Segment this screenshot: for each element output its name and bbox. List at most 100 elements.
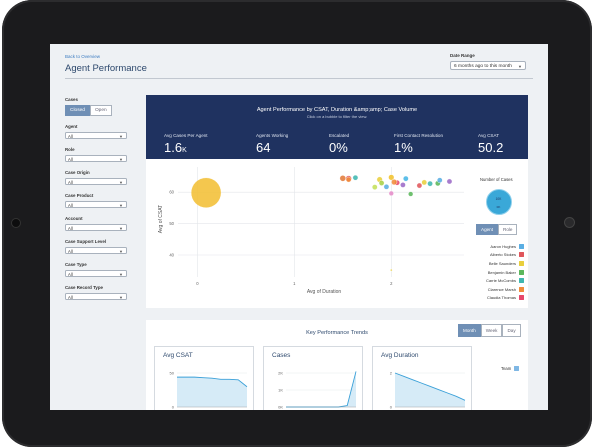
cases-open-toggle[interactable]: Open	[89, 105, 112, 116]
filter-case-record-type: Case Record Type All ▼	[65, 285, 129, 300]
x-tick-label: 1	[293, 281, 296, 286]
kpi-escalated: Escalated 0%	[329, 133, 349, 155]
filter-label: Agent	[65, 124, 78, 129]
period-month-toggle[interactable]: Month	[458, 324, 481, 337]
chevron-down-icon: ▼	[119, 157, 123, 162]
trend-y-tick: 1K	[278, 388, 283, 393]
trend-card-cases[interactable]: Cases 2K 1K 0K 2016	[263, 346, 363, 410]
agent-legend-item[interactable]: Clarence Marsh	[474, 285, 524, 294]
panel-subtitle: Click on a bubble to filter the view.	[306, 114, 368, 119]
bubble-point[interactable]	[372, 184, 378, 190]
bubble-point[interactable]	[403, 175, 409, 182]
back-to-overview-link[interactable]: Back to Overview	[65, 54, 101, 59]
agent-legend-item[interactable]: Belle Saunders	[474, 259, 524, 268]
trend-y-tick: 2	[390, 371, 393, 376]
date-range-label: Date Range	[450, 53, 475, 58]
agent-name: Carrie McCombs	[485, 278, 516, 284]
view-agent-toggle[interactable]: Agent	[476, 224, 499, 235]
filter-label: Role	[65, 147, 75, 152]
filter-case-product: Case Product All ▼	[65, 193, 129, 208]
filter-label: Account	[65, 216, 83, 221]
bubble-point[interactable]	[400, 182, 406, 188]
trend-area	[286, 371, 356, 407]
filter-agent: Agent All ▼	[65, 124, 129, 139]
home-button[interactable]	[564, 217, 575, 228]
agent-legend-item[interactable]: Claudia Thomas	[474, 294, 524, 303]
bubble-point[interactable]	[339, 175, 347, 182]
bubble-point[interactable]	[427, 180, 433, 187]
select-value: All	[68, 134, 73, 139]
trend-card-avg-duration[interactable]: Avg Duration 2 0 2016	[372, 346, 472, 410]
bubble-point[interactable]	[383, 184, 390, 190]
case-product-select[interactable]: All ▼	[65, 201, 127, 208]
title-divider	[65, 78, 533, 79]
bubble-point[interactable]	[391, 179, 398, 186]
agent-name: Belle Saunders	[488, 260, 516, 266]
period-week-toggle[interactable]: Week	[480, 324, 503, 337]
bubble-point[interactable]	[421, 179, 428, 186]
agent-legend-item[interactable]: Aaron Hughes	[474, 242, 524, 251]
bubble-point[interactable]	[352, 174, 359, 181]
agent-color-swatch	[519, 278, 524, 284]
bubble-point[interactable]	[436, 177, 443, 183]
agent-name: Aaron Hughes	[490, 243, 516, 249]
cases-closed-toggle[interactable]: Closed	[65, 105, 90, 116]
select-value: All	[68, 226, 73, 231]
trend-legend: Team	[501, 366, 520, 371]
bubble-point[interactable]	[416, 182, 423, 189]
filter-case-type: Case Type All ▼	[65, 262, 129, 277]
agent-legend-item[interactable]: Benjamin Baker	[474, 268, 524, 277]
kpi-agents-working: Agents Working 64	[256, 133, 288, 155]
kpi-number: 1.6	[164, 140, 183, 155]
view-role-toggle[interactable]: Role	[498, 224, 518, 235]
bubble-point[interactable]	[390, 268, 393, 272]
case-type-select[interactable]: All ▼	[65, 270, 127, 277]
chevron-down-icon: ▼	[119, 203, 123, 208]
kpi-label: Avg Cases Per Agent	[164, 133, 208, 138]
case-support-level-select[interactable]: All ▼	[65, 247, 127, 254]
y-tick-label: 40	[169, 253, 174, 258]
trend-card-avg-csat[interactable]: Avg CSAT 50 0 2016	[154, 346, 254, 410]
filter-panel: Cases Closed Open Agent All ▼ Role All ▼ C…	[65, 97, 129, 308]
role-select[interactable]: All ▼	[65, 155, 127, 162]
agent-color-swatch	[519, 243, 524, 249]
cases-toggle: Closed Open	[65, 105, 129, 116]
agent-select[interactable]: All ▼	[65, 132, 127, 139]
agent-legend-item[interactable]: Alberto Stokes	[474, 251, 524, 260]
period-day-toggle[interactable]: Day	[502, 324, 521, 337]
bubble-point[interactable]	[190, 177, 222, 208]
select-value: All	[68, 249, 73, 254]
bubble-point[interactable]	[408, 191, 414, 197]
case-record-type-select[interactable]: All ▼	[65, 293, 127, 300]
filter-case-origin: Case Origin All ▼	[65, 170, 129, 185]
agent-color-swatch	[519, 260, 524, 266]
y-tick-label: 50	[169, 221, 174, 226]
date-range-select[interactable]: 6 months ago to this month ▼	[450, 61, 526, 70]
agent-name: Claudia Thomas	[486, 295, 516, 301]
filter-label: Case Record Type	[65, 285, 103, 290]
bubble-point[interactable]	[388, 190, 394, 196]
legend-title: Number of Cases	[480, 177, 513, 182]
agent-legend-item[interactable]: Carrie McCombs	[474, 276, 524, 285]
account-select[interactable]: All ▼	[65, 224, 127, 231]
agent-color-swatch	[519, 286, 524, 292]
trend-area	[395, 373, 465, 407]
x-axis-label: Avg of Duration	[307, 289, 342, 295]
kpi-avg-csat: Avg CSAT 50.2	[478, 133, 503, 155]
chart-ticks: 40 50 60 0 1 2	[169, 190, 393, 286]
bubble-point[interactable]	[446, 178, 453, 185]
bubble-chart[interactable]: 40 50 60 0 1 2 Avg of Duration Avg of CSAT	[146, 159, 466, 308]
kpi-value: 64	[256, 140, 271, 155]
bubble-point[interactable]	[388, 174, 395, 181]
bubble-point[interactable]	[378, 180, 385, 186]
agent-color-swatch	[519, 252, 524, 258]
chevron-down-icon: ▼	[119, 272, 123, 277]
bubble-point[interactable]	[345, 176, 352, 183]
trend-area	[177, 377, 247, 407]
case-origin-select[interactable]: All ▼	[65, 178, 127, 185]
select-value: All	[68, 157, 73, 162]
